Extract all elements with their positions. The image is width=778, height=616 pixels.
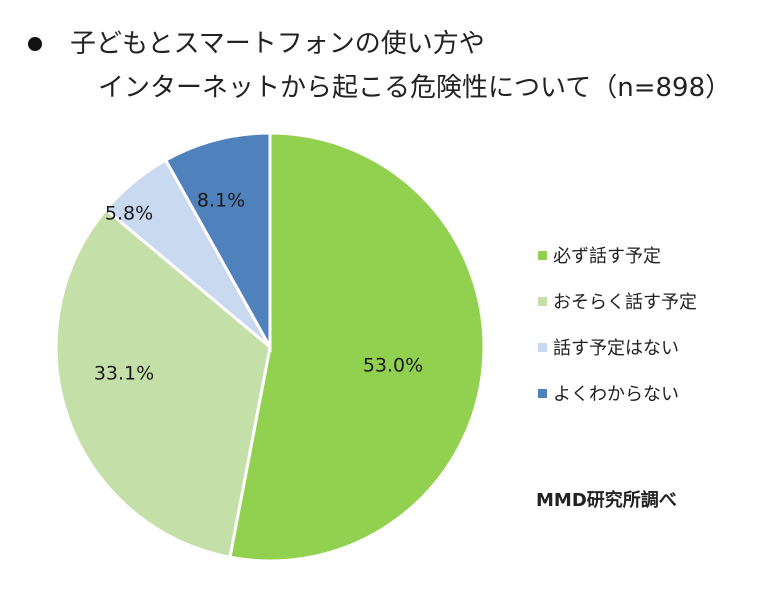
pie-slice-1 (228, 131, 486, 563)
slice-label-1: 53.0% (363, 355, 423, 377)
legend-label-2: おそらく話す予定 (553, 292, 697, 313)
legend-label-4: よくわからない (553, 384, 679, 405)
pie-slice-2 (54, 207, 272, 559)
legend-label-1: 必ず話す予定 (553, 246, 661, 267)
legend-swatch-2 (538, 296, 547, 306)
legend-swatch-4 (538, 388, 547, 398)
legend: 必ず話す予定 おそらく話す予定 話す予定はない よくわからない (538, 232, 697, 416)
chart-title: 子どもとスマートフォンの使い方や インターネットから起こる危険性について（n=8… (28, 22, 731, 110)
pie-slices (54, 131, 486, 563)
legend-item-2: おそらく話す予定 (538, 278, 697, 324)
legend-swatch-3 (538, 342, 547, 352)
legend-swatch-1 (538, 250, 547, 260)
title-line-1: 子どもとスマートフォンの使い方や (70, 29, 485, 59)
legend-item-3: 話す予定はない (538, 324, 697, 370)
legend-item-1: 必ず話す予定 (538, 232, 697, 278)
bullet-icon (28, 37, 42, 51)
title-line-2: インターネットから起こる危険性について（n=898） (98, 73, 732, 103)
slice-label-4: 8.1% (197, 190, 245, 212)
slice-label-2: 33.1% (94, 363, 154, 385)
pie-slice-4 (163, 131, 272, 353)
legend-label-3: 話す予定はない (553, 338, 679, 359)
source-credit: MMD研究所調べ (536, 490, 677, 511)
legend-item-4: よくわからない (538, 370, 697, 416)
slice-labels: 53.0% 33.1% 5.8% 8.1% (94, 190, 423, 385)
slice-label-3: 5.8% (105, 203, 153, 225)
